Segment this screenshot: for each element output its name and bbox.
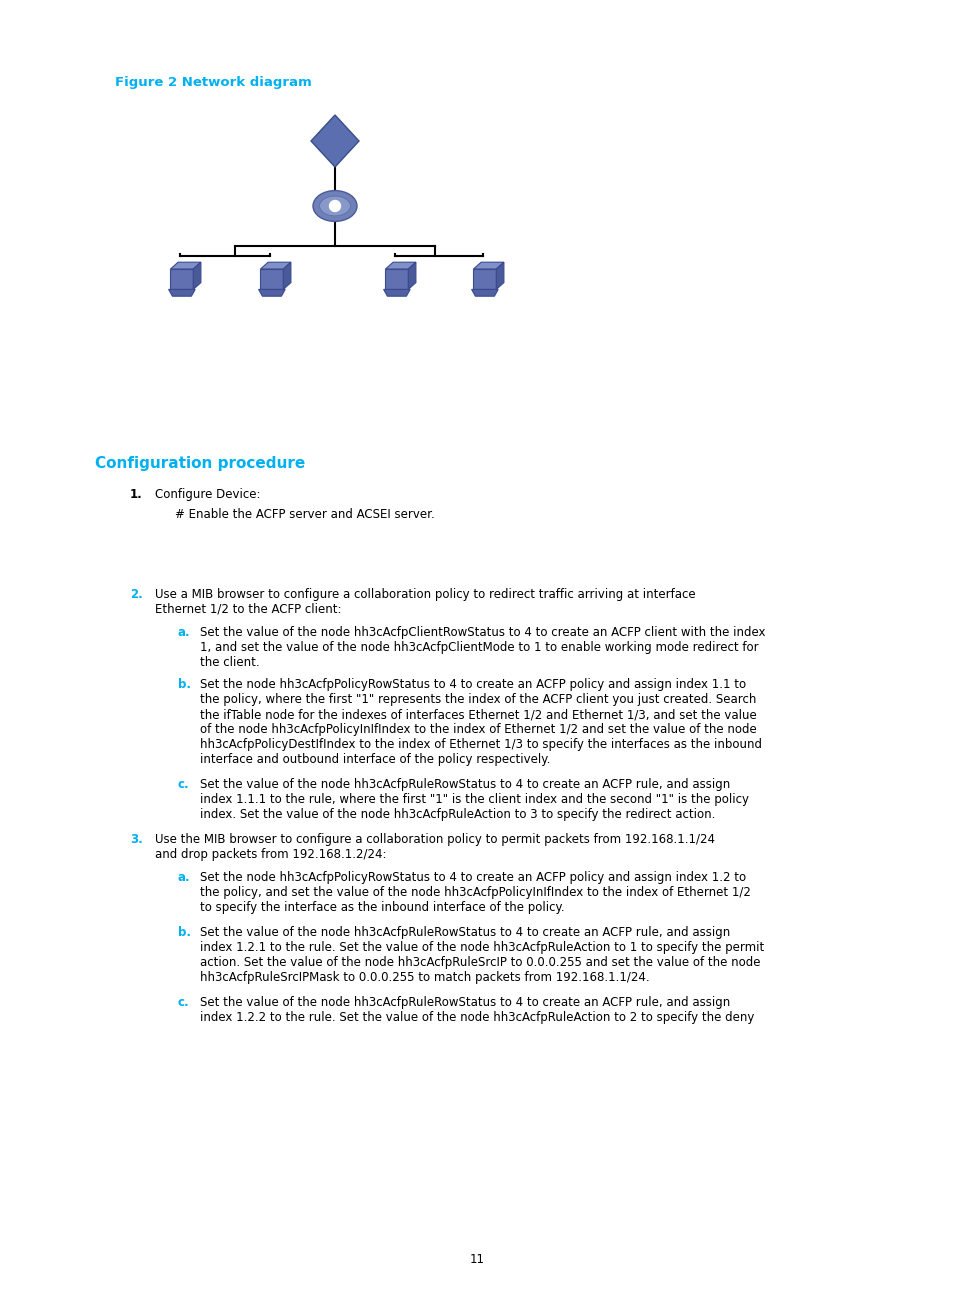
Polygon shape [471,289,497,297]
Polygon shape [383,289,410,297]
Text: 2.: 2. [130,588,143,601]
Text: Set the node hh3cAcfpPolicyRowStatus to 4 to create an ACFP policy and assign in: Set the node hh3cAcfpPolicyRowStatus to … [200,871,750,914]
Text: b.: b. [178,927,191,940]
Polygon shape [283,262,291,289]
Polygon shape [171,262,201,270]
Polygon shape [260,262,291,270]
Text: Configuration procedure: Configuration procedure [95,456,305,470]
Circle shape [329,201,340,211]
Text: Set the value of the node hh3cAcfpRuleRowStatus to 4 to create an ACFP rule, and: Set the value of the node hh3cAcfpRuleRo… [200,997,754,1024]
Polygon shape [311,115,358,167]
Text: Use the MIB browser to configure a collaboration policy to permit packets from 1: Use the MIB browser to configure a colla… [154,833,714,861]
Polygon shape [193,262,201,289]
Polygon shape [473,270,496,289]
Text: a.: a. [178,871,191,884]
Text: Set the value of the node hh3cAcfpClientRowStatus to 4 to create an ACFP client : Set the value of the node hh3cAcfpClient… [200,626,764,669]
Text: Use a MIB browser to configure a collaboration policy to redirect traffic arrivi: Use a MIB browser to configure a collabo… [154,588,695,616]
Text: 1.: 1. [130,489,143,502]
Polygon shape [260,270,283,289]
Text: 11: 11 [469,1253,484,1266]
Text: Figure 2 Network diagram: Figure 2 Network diagram [115,76,312,89]
Polygon shape [408,262,416,289]
Polygon shape [258,289,285,297]
Text: b.: b. [178,678,191,691]
Polygon shape [171,270,193,289]
Text: Configure Device:: Configure Device: [154,489,260,502]
Text: 3.: 3. [130,833,143,846]
Polygon shape [169,289,195,297]
Text: # Enable the ACFP server and ACSEI server.: # Enable the ACFP server and ACSEI serve… [174,508,435,521]
Polygon shape [385,270,408,289]
Text: a.: a. [178,626,191,639]
Text: Set the value of the node hh3cAcfpRuleRowStatus to 4 to create an ACFP rule, and: Set the value of the node hh3cAcfpRuleRo… [200,778,748,820]
Text: Set the value of the node hh3cAcfpRuleRowStatus to 4 to create an ACFP rule, and: Set the value of the node hh3cAcfpRuleRo… [200,927,763,984]
Text: Set the node hh3cAcfpPolicyRowStatus to 4 to create an ACFP policy and assign in: Set the node hh3cAcfpPolicyRowStatus to … [200,678,761,766]
Ellipse shape [319,196,350,216]
Text: c.: c. [178,778,190,791]
Polygon shape [473,262,503,270]
Ellipse shape [313,191,356,222]
Text: c.: c. [178,997,190,1010]
Polygon shape [496,262,503,289]
Polygon shape [385,262,416,270]
